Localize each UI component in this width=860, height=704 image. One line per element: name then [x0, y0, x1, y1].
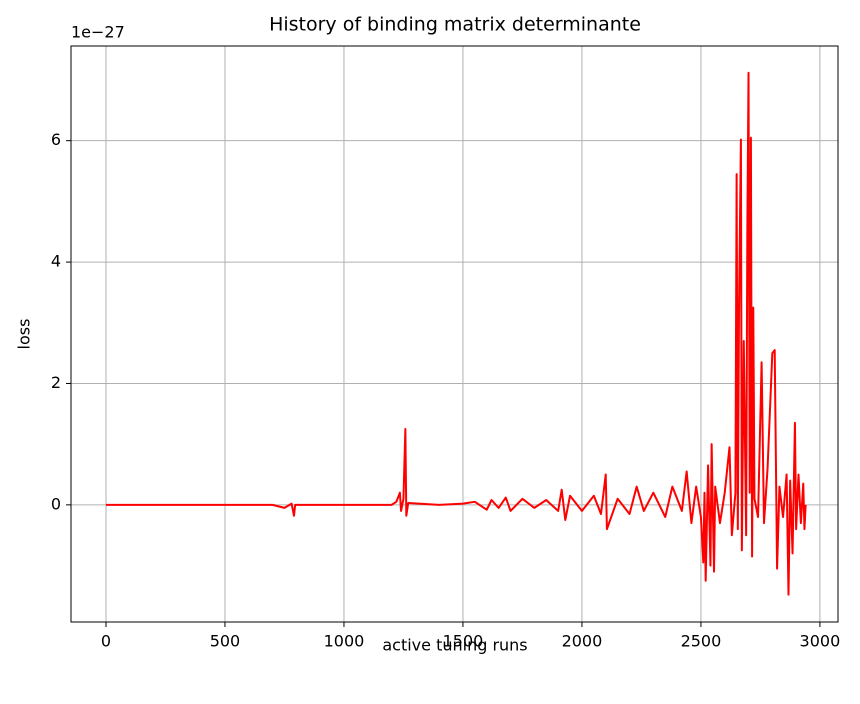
y-axis-label: loss: [15, 319, 34, 350]
y-tick-label: 4: [51, 252, 61, 271]
chart-title: History of binding matrix determinante: [269, 14, 641, 36]
plot-frame: [70, 45, 839, 623]
x-tick-label: 0: [101, 632, 111, 651]
line: [105, 71, 807, 596]
x-tick-label: 500: [210, 632, 241, 651]
y-tick-label: 2: [51, 373, 61, 392]
x-axis-label: active tuning runs: [382, 636, 527, 655]
x-tick-label: 2500: [681, 632, 722, 651]
x-tick-label: 1500: [443, 632, 484, 651]
x-tick-label: 1000: [324, 632, 365, 651]
y-tick-label: 0: [51, 494, 61, 513]
x-tick-label: 3000: [800, 632, 841, 651]
offset-label: 1e−27: [71, 23, 125, 42]
x-tick-label: 2000: [562, 632, 603, 651]
y-tick-label: 6: [51, 130, 61, 149]
